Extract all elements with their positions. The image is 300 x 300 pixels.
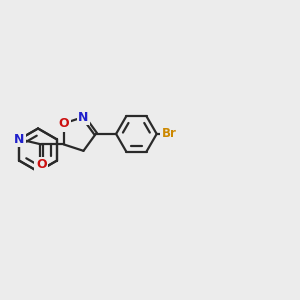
Text: Br: Br: [162, 128, 177, 140]
Text: O: O: [36, 158, 46, 171]
Text: N: N: [78, 110, 89, 124]
Text: N: N: [14, 133, 25, 146]
Text: O: O: [58, 117, 69, 130]
